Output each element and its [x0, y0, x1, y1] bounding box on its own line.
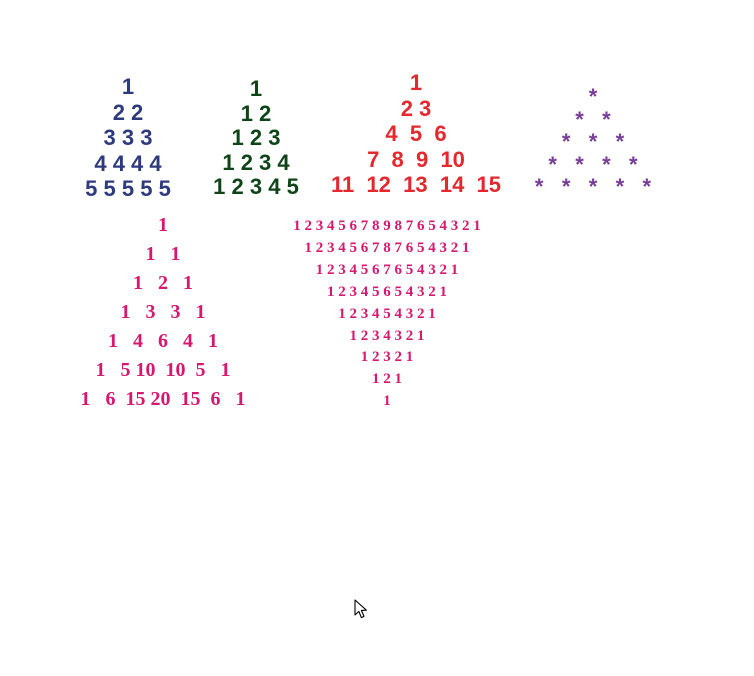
pyramid-row: * * *	[561, 129, 625, 154]
pyramid-row: 1 2 3 4 5 6 7 8 9 8 7 6 5 4 3 2 1	[293, 218, 481, 234]
pyramid-row: 11 12 13 14 15	[330, 172, 502, 197]
pyramid-row: 1	[249, 76, 263, 101]
pyramid-row: 1	[121, 74, 135, 99]
pyramid-row: * * * * *	[534, 174, 652, 199]
pyramid-row: 1 2 3 4 5	[213, 174, 299, 199]
mouse-cursor-icon	[354, 599, 367, 619]
pyramid-row: 2 2	[112, 99, 144, 125]
pyramid-row: 1 3 3 1	[120, 301, 206, 323]
pyramid-row: 1 5 10 10 5 1	[95, 359, 231, 381]
pyramid-row: 1	[409, 70, 423, 95]
pyramid-row: 1 2 3 4 5 4 3 2 1	[338, 305, 436, 322]
pyramid-row: 1	[158, 214, 168, 236]
inverted-number-pyramid: 1 2 3 4 5 6 7 8 9 8 7 6 5 4 3 2 1 1 2 3 4…	[264, 219, 510, 416]
pyramid-row: 5 5 5 5 5	[85, 176, 171, 201]
pyramid-row: 4 4 4 4	[94, 150, 162, 176]
star-pyramid: * * * * * * * * * * * * * * *	[510, 86, 676, 199]
pyramid-row: 1 2 1	[133, 272, 193, 294]
pyramid-row: 1 2 3 4	[222, 149, 290, 175]
pyramid-row: 1 2 3 4 5 6 7 6 5 4 3 2 1	[315, 261, 459, 278]
pascal-triangle: 1 1 1 1 2 1 1 3 3 1 1 4 6 4 1 1 5 10 10 5 1 1 …	[80, 215, 246, 418]
pyramid-row: 1 1	[145, 243, 181, 265]
pyramid-row: * *	[575, 106, 611, 132]
pyramid-row: 7 8 9 10	[367, 146, 465, 172]
pyramid-row: 2 3	[400, 95, 432, 121]
pyramid-row: 3 3 3	[103, 125, 153, 150]
pyramid-row: 1 2 3 4 5 6 5 4 3 2 1	[327, 283, 447, 300]
pyramid-row: 4 5 6	[385, 121, 447, 146]
pyramid-row: 1 2	[240, 100, 272, 126]
pyramid-row: 1	[383, 393, 391, 410]
pyramid-row: * * * *	[548, 151, 638, 177]
pyramid-row: 1 4 6 4 1	[108, 330, 218, 352]
pyramid-row: 1 2 3 2 1	[360, 349, 414, 366]
pyramid-row: 1 6 15 20 15 6 1	[80, 388, 246, 410]
pyramid-row: 1 2 3 4 5 6 7 8 7 6 5 4 3 2 1	[304, 239, 470, 256]
pyramid-row: *	[588, 84, 598, 109]
pyramid-row: 1 2 1	[372, 371, 402, 388]
pyramid-row: 1 2 3 4 3 2 1	[349, 327, 425, 344]
pyramid-row: 1 2 3	[231, 125, 281, 150]
